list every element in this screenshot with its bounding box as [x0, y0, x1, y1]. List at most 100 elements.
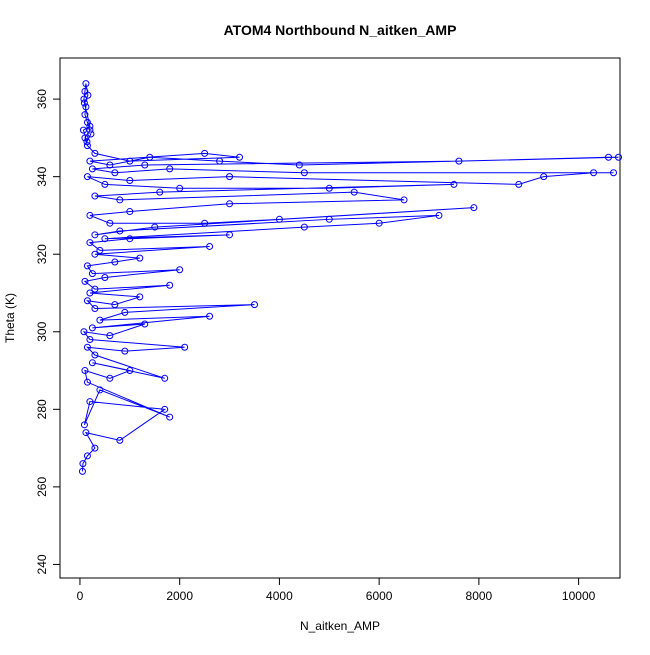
- point: [81, 277, 89, 285]
- point: [86, 289, 94, 297]
- point: [83, 138, 91, 146]
- point: [126, 177, 134, 185]
- point: [86, 157, 94, 165]
- point: [78, 467, 86, 475]
- point: [101, 273, 109, 281]
- point: [91, 192, 99, 200]
- point: [111, 169, 119, 177]
- point: [83, 452, 91, 460]
- point: [83, 173, 91, 181]
- point: [325, 215, 333, 223]
- point: [91, 351, 99, 359]
- point: [295, 161, 303, 169]
- point: [116, 436, 124, 444]
- point: [83, 262, 91, 270]
- point: [121, 308, 129, 316]
- point: [96, 386, 104, 394]
- point: [79, 460, 87, 468]
- point: [88, 324, 96, 332]
- point: [106, 219, 114, 227]
- point: [111, 301, 119, 309]
- y-tick-label: 240: [35, 554, 49, 574]
- point: [91, 444, 99, 452]
- point: [275, 215, 283, 223]
- point: [82, 103, 90, 111]
- point: [121, 347, 129, 355]
- x-tick-label: 8000: [466, 589, 493, 603]
- x-tick-label: 4000: [266, 589, 293, 603]
- point: [176, 266, 184, 274]
- point: [88, 359, 96, 367]
- point: [470, 204, 478, 212]
- point: [80, 328, 88, 336]
- point: [141, 320, 149, 328]
- point: [226, 200, 234, 208]
- point: [101, 235, 109, 243]
- point: [176, 184, 184, 192]
- point: [84, 91, 92, 99]
- point: [91, 285, 99, 293]
- point: [81, 111, 89, 119]
- point: [82, 429, 90, 437]
- point: [106, 332, 114, 340]
- point: [201, 219, 209, 227]
- point: [206, 242, 214, 250]
- point: [96, 246, 104, 254]
- point: [86, 336, 94, 344]
- point: [82, 80, 90, 88]
- point: [79, 126, 87, 134]
- point: [126, 157, 134, 165]
- point: [350, 188, 358, 196]
- x-tick-label: 0: [77, 589, 84, 603]
- point: [151, 223, 159, 231]
- point: [106, 161, 114, 169]
- point: [605, 153, 613, 161]
- point: [86, 398, 94, 406]
- point: [156, 188, 164, 196]
- point: [226, 173, 234, 181]
- point: [86, 211, 94, 219]
- point: [540, 173, 548, 181]
- point: [450, 180, 458, 188]
- point: [375, 219, 383, 227]
- y-axis-label: Theta (K): [3, 293, 17, 343]
- point: [166, 281, 174, 289]
- point: [226, 231, 234, 239]
- point: [161, 374, 169, 382]
- point: [181, 343, 189, 351]
- point: [106, 374, 114, 382]
- point: [300, 223, 308, 231]
- point: [206, 312, 214, 320]
- point: [141, 161, 149, 169]
- series-line: [81, 83, 619, 472]
- point: [88, 165, 96, 173]
- point: [300, 169, 308, 177]
- point: [216, 157, 224, 165]
- point: [515, 180, 523, 188]
- point: [88, 270, 96, 278]
- point: [86, 239, 94, 247]
- point: [116, 196, 124, 204]
- point: [455, 157, 463, 165]
- point: [325, 184, 333, 192]
- point: [91, 231, 99, 239]
- point: [161, 405, 169, 413]
- x-tick-label: 10000: [562, 589, 596, 603]
- plot-frame: [59, 57, 621, 579]
- point: [83, 142, 91, 150]
- point: [87, 130, 95, 138]
- point: [101, 180, 109, 188]
- y-tick-label: 300: [35, 321, 49, 341]
- point: [126, 235, 134, 243]
- point: [250, 301, 258, 309]
- x-axis-label: N_aitken_AMP: [300, 619, 380, 633]
- y-tick-label: 260: [35, 477, 49, 497]
- point: [136, 293, 144, 301]
- point: [166, 413, 174, 421]
- point: [136, 254, 144, 262]
- chart-title: ATOM4 Northbound N_aitken_AMP: [224, 22, 457, 38]
- point: [81, 367, 89, 375]
- x-tick-label: 2000: [166, 589, 193, 603]
- point: [126, 208, 134, 216]
